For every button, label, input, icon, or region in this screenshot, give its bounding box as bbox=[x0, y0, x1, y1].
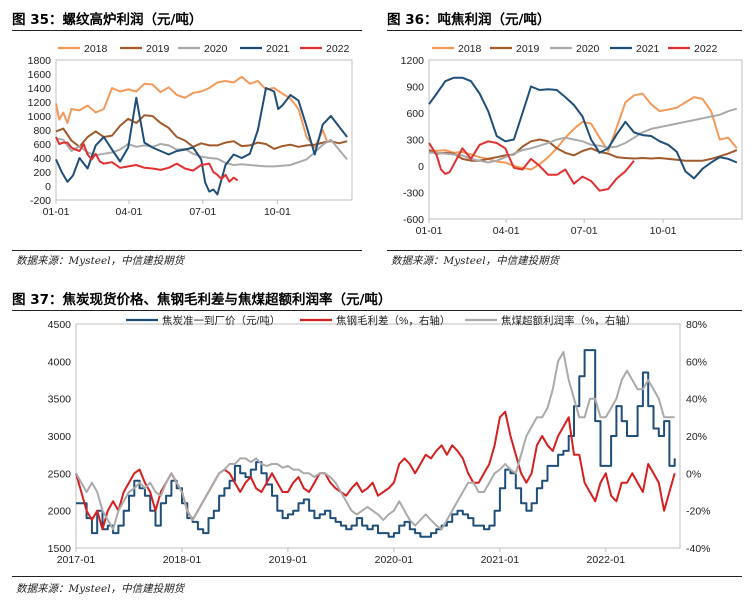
series-2-line bbox=[428, 138, 738, 162]
y-tick-label: 3000 bbox=[48, 431, 72, 443]
series-1-legend-label: 2018 bbox=[84, 43, 108, 55]
y2-tick-label: 60% bbox=[686, 356, 707, 368]
y-tick-label: 4500 bbox=[48, 319, 72, 331]
figure-36-title: 图 36：吨焦利润（元/吨） bbox=[387, 12, 551, 28]
series-2-legend-label: 2019 bbox=[516, 43, 540, 55]
y-tick-label: 2500 bbox=[48, 468, 72, 480]
y-tick-label: -300 bbox=[403, 188, 424, 200]
y-tick-label: 4000 bbox=[48, 356, 72, 368]
x-tick-label: 2018-01 bbox=[163, 554, 202, 566]
y2-tick-label: -40% bbox=[686, 543, 711, 555]
series-4-legend-label: 2021 bbox=[266, 43, 290, 55]
series-2-legend-label: 焦钢毛利差（%，右轴） bbox=[336, 314, 450, 327]
series-1-legend-label: 2018 bbox=[458, 43, 482, 55]
series-2-line bbox=[55, 114, 348, 150]
series-3-line bbox=[75, 351, 675, 531]
y2-tick-label: 20% bbox=[686, 431, 707, 443]
figure-37-chart: 1500 2000 2500 3000 3500 4000 4500 -40% -20% 0% 20… bbox=[48, 314, 711, 566]
y2-tick-label: -20% bbox=[686, 506, 711, 518]
x-tick-label: 10-01 bbox=[650, 225, 677, 237]
series-4-line bbox=[428, 76, 738, 180]
plot-frame bbox=[428, 59, 743, 220]
x-tick-label: 10-01 bbox=[264, 206, 291, 218]
y-tick-label: -200 bbox=[30, 195, 51, 207]
series-4-line bbox=[55, 87, 348, 196]
y-tick-label: 600 bbox=[33, 139, 51, 151]
y-tick-label: 2000 bbox=[48, 506, 72, 518]
series-5-legend-label: 2022 bbox=[326, 43, 350, 55]
series-3-legend-label: 2020 bbox=[204, 43, 228, 55]
series-4-legend-label: 2021 bbox=[636, 43, 660, 55]
y-tick-label: 1500 bbox=[48, 543, 72, 555]
x-tick-label: 2021-01 bbox=[481, 554, 520, 566]
figure-37-source-rule bbox=[12, 576, 742, 577]
x-tick-label: 2022-01 bbox=[587, 554, 626, 566]
x-tick-label: 2017-01 bbox=[57, 554, 96, 566]
figure-37-title-rule bbox=[12, 310, 742, 311]
y-tick-label: 1200 bbox=[401, 55, 425, 67]
x-tick-label: 07-01 bbox=[189, 206, 216, 218]
x-tick-label: 01-01 bbox=[416, 225, 443, 237]
y-tick-label: 0 bbox=[418, 161, 424, 173]
y-tick-label: 400 bbox=[33, 153, 51, 165]
x-tick-label: 2019-01 bbox=[269, 554, 308, 566]
series-5-line bbox=[428, 140, 635, 192]
y-tick-label: 900 bbox=[406, 82, 424, 94]
figure-36-source-rule bbox=[387, 250, 742, 251]
x-tick-label: 04-01 bbox=[493, 225, 520, 237]
series-5-legend-label: 2022 bbox=[694, 43, 718, 55]
y-tick-label: 3500 bbox=[48, 394, 72, 406]
y-tick-label: 1200 bbox=[28, 97, 52, 109]
series-3-legend-label: 2020 bbox=[576, 43, 600, 55]
figure-35-source: 数据来源：Mysteel，中信建投期货 bbox=[16, 255, 185, 267]
figure-37-title: 图 37：焦炭现货价格、焦钢毛利差与焦煤超额利润率（元/吨） bbox=[12, 292, 392, 308]
y-tick-label: -600 bbox=[403, 214, 424, 226]
figure-35-title-rule bbox=[12, 30, 362, 31]
figure-35-chart: -200 0 200 400 600 800 1000 1200 1400 1600 1800 01-… bbox=[28, 43, 353, 218]
y2-tick-label: 0% bbox=[686, 468, 701, 480]
y-tick-label: 300 bbox=[406, 135, 424, 147]
y-tick-label: 1800 bbox=[28, 55, 52, 67]
y-tick-label: 600 bbox=[406, 108, 424, 120]
figure-37-source: 数据来源：Mysteel，中信建投期货 bbox=[16, 583, 185, 595]
figure-36-source: 数据来源：Mysteel，中信建投期货 bbox=[391, 255, 560, 267]
figure-36-title-rule bbox=[387, 30, 742, 31]
x-tick-label: 2020-01 bbox=[375, 554, 414, 566]
y-tick-label: 800 bbox=[33, 125, 51, 137]
plot-frame bbox=[75, 323, 681, 549]
series-3-line bbox=[429, 107, 738, 164]
series-1-line bbox=[76, 349, 676, 538]
series-3-line bbox=[55, 137, 348, 168]
x-tick-label: 04-01 bbox=[116, 206, 143, 218]
series-3-legend-label: 焦煤超额利润率（%，右轴） bbox=[501, 314, 636, 327]
y2-tick-label: 40% bbox=[686, 394, 707, 406]
plot-frame bbox=[55, 59, 353, 201]
series-1-line bbox=[428, 92, 738, 171]
y-tick-label: 0 bbox=[45, 181, 51, 193]
y-tick-label: 1400 bbox=[28, 83, 52, 95]
figure-35-source-rule bbox=[12, 250, 362, 251]
x-tick-label: 01-01 bbox=[43, 206, 70, 218]
y-tick-label: 1000 bbox=[28, 111, 52, 123]
figure-35-title: 图 35：螺纹高炉利润（元/吨） bbox=[12, 12, 203, 28]
y-tick-label: 200 bbox=[33, 167, 51, 179]
x-tick-label: 07-01 bbox=[571, 225, 598, 237]
series-1-legend-label: 焦炭准一到厂价（元/吨） bbox=[162, 314, 280, 327]
y-tick-label: 1600 bbox=[28, 69, 52, 81]
figure-36-chart: -600 -300 0 300 600 900 1200 01-01 04-01 07-01 10-… bbox=[401, 43, 743, 237]
series-2-legend-label: 2019 bbox=[146, 43, 170, 55]
series-5-line bbox=[55, 136, 239, 183]
y2-tick-label: 80% bbox=[686, 319, 707, 331]
series-1-line bbox=[55, 75, 328, 149]
